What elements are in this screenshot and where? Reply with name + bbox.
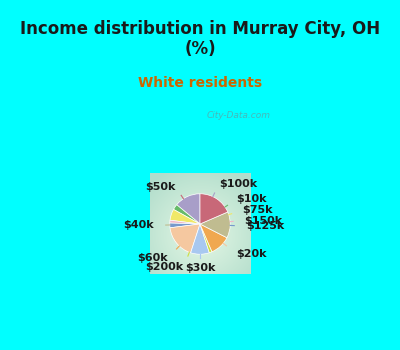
- Text: $30k: $30k: [185, 263, 215, 273]
- Text: $60k: $60k: [138, 253, 168, 263]
- Text: $40k: $40k: [123, 220, 154, 230]
- Text: Income distribution in Murray City, OH
(%): Income distribution in Murray City, OH (…: [20, 20, 380, 58]
- Wedge shape: [177, 194, 200, 224]
- Wedge shape: [200, 212, 230, 238]
- Text: $100k: $100k: [219, 179, 257, 189]
- Text: White residents: White residents: [138, 76, 262, 90]
- Text: $50k: $50k: [145, 182, 176, 192]
- Wedge shape: [170, 224, 200, 253]
- Text: $75k: $75k: [242, 205, 273, 215]
- Text: City-Data.com: City-Data.com: [206, 111, 270, 120]
- Text: $10k: $10k: [237, 194, 267, 204]
- Wedge shape: [200, 224, 227, 252]
- Text: $150k: $150k: [244, 216, 282, 225]
- Wedge shape: [191, 224, 209, 254]
- Wedge shape: [170, 209, 200, 224]
- Text: $200k: $200k: [146, 262, 184, 272]
- Wedge shape: [200, 224, 212, 253]
- Wedge shape: [200, 194, 228, 224]
- Text: $125k: $125k: [246, 221, 284, 231]
- Text: $20k: $20k: [236, 248, 266, 259]
- Wedge shape: [170, 220, 200, 224]
- Wedge shape: [174, 205, 200, 224]
- Wedge shape: [170, 223, 200, 228]
